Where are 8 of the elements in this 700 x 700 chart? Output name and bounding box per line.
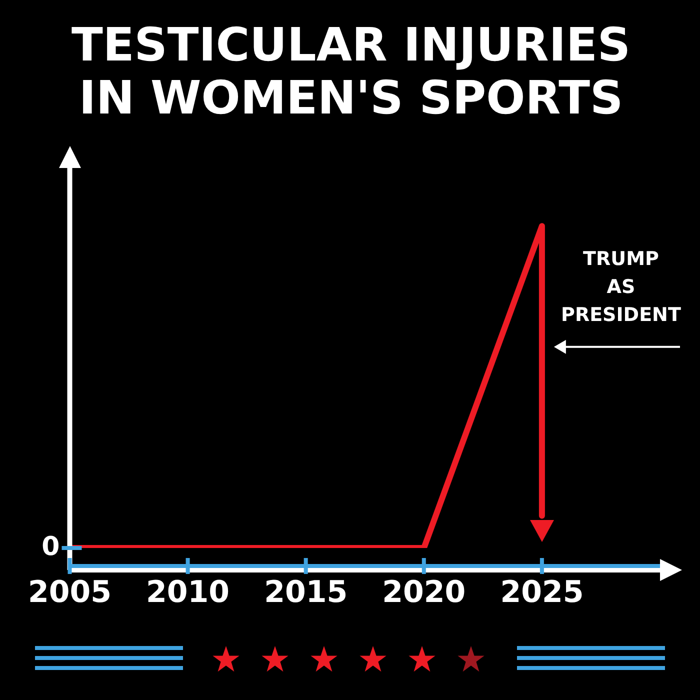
x-tick-label: 2025 [500,574,584,610]
annotation: TRUMP AS PRESIDENT [561,248,681,326]
x-tick-label: 2010 [146,574,230,610]
text: 0 [42,532,60,562]
x-tick-label: 2015 [264,574,348,610]
x-tick-label: 2005 [28,574,112,610]
x-tick-label: 2020 [382,574,466,610]
chart-title: TESTICULAR INJURIES IN WOMEN'S SPORTS [71,17,631,124]
